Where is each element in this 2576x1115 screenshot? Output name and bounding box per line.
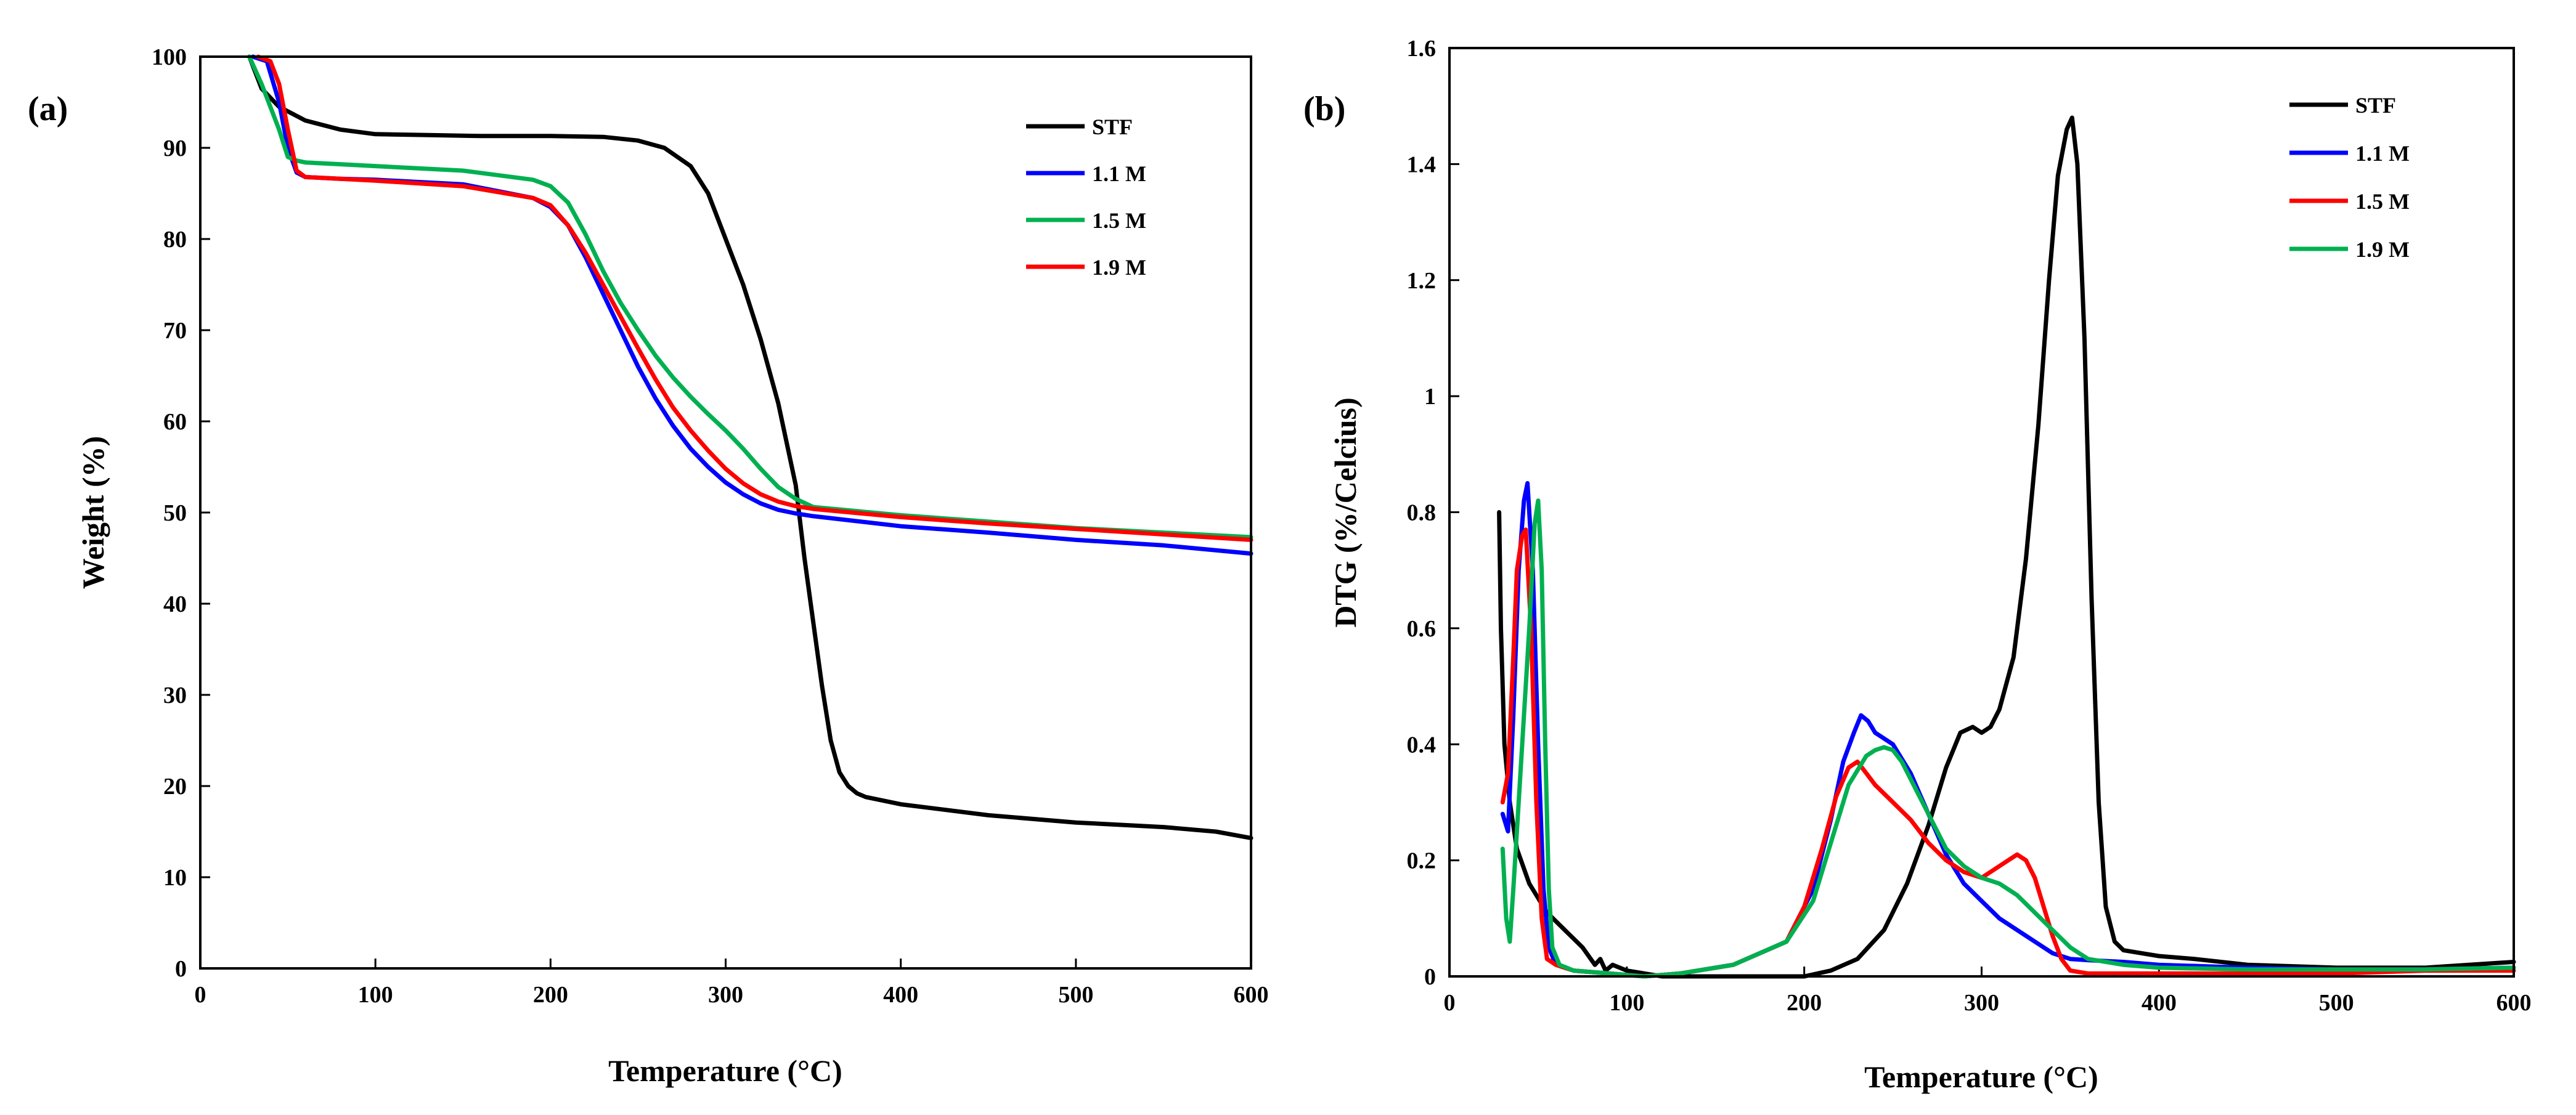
x-tick-label: 300 (708, 982, 743, 1008)
legend-label: 1.9 M (2355, 237, 2410, 262)
x-tick-label: 400 (2142, 990, 2177, 1016)
y-tick-label: 0.6 (1407, 616, 1437, 642)
series-line-1-5-m (1500, 527, 2516, 979)
legend-label: 1.9 M (1092, 255, 1146, 280)
y-tick-label: 50 (163, 500, 187, 526)
x-tick-label: 200 (1787, 990, 1822, 1016)
y-tick-label: 100 (152, 44, 187, 70)
x-tick-label: 0 (1444, 990, 1456, 1016)
y-tick-label: 1.6 (1407, 36, 1437, 62)
y-tick-label: 20 (163, 774, 187, 800)
series-line-1-1-m (1500, 480, 2516, 979)
legend-label: 1.5 M (1092, 208, 1146, 233)
y-axis-label-a: Weight (%) (76, 436, 110, 590)
chart-panel-a: (a) 0 100 200 300 400 500 600 0 10 20 30 40 50 60 70 80… (28, 44, 1269, 1088)
plot-frame-a (199, 55, 1252, 970)
legend-label: 1.5 M (2355, 189, 2410, 214)
y-tick-label: 0.2 (1407, 848, 1437, 874)
x-tick-label: 200 (533, 982, 568, 1008)
chart-panel-b: (b) 0 100 200 300 400 500 600 0 0.2 0.4 0.6 0.8 1 1.2… (1303, 36, 2532, 1094)
x-tick-label: 600 (2497, 990, 2532, 1016)
legend-label: STF (2355, 93, 2396, 118)
y-tick-label: 70 (163, 318, 187, 344)
x-tick-label: 500 (2319, 990, 2354, 1016)
panel-label-b: (b) (1303, 90, 1345, 128)
plot-frame-b (1448, 47, 2515, 978)
legend-label: 1.1 M (1092, 161, 1146, 186)
legend-label: 1.1 M (2355, 141, 2410, 166)
x-tick-label: 100 (358, 982, 393, 1008)
y-tick-label: 1.4 (1407, 152, 1437, 177)
y-tick-label: 0 (1424, 964, 1436, 990)
x-tick-label: 100 (1609, 990, 1644, 1016)
x-tick-label: 0 (195, 982, 206, 1008)
y-tick-label: 40 (163, 591, 187, 617)
legend-label: STF (1092, 115, 1133, 139)
y-axis-label-b: DTG (%/Celcius) (1328, 397, 1363, 628)
y-tick-label: 10 (163, 865, 187, 891)
y-tick-label: 1 (1424, 384, 1436, 410)
y-tick-label: 0 (175, 956, 187, 982)
y-tick-label: 60 (163, 409, 187, 435)
x-axis-label-b: Temperature (°C) (1864, 1060, 2098, 1094)
y-tick-label: 1.2 (1407, 268, 1437, 294)
y-tick-label: 90 (163, 136, 187, 161)
x-tick-label: 600 (1234, 982, 1269, 1008)
series-line-stf (247, 54, 1253, 840)
y-tick-label: 0.4 (1407, 732, 1437, 758)
series-line-1-9-m (1500, 498, 2516, 979)
x-axis-label-a: Temperature (°C) (608, 1053, 842, 1088)
y-tick-label: 80 (163, 227, 187, 253)
series-line-1-9-m (256, 54, 1253, 542)
panel-label-a: (a) (28, 90, 68, 128)
y-tick-label: 30 (163, 683, 187, 708)
y-tick-label: 0.8 (1407, 500, 1437, 526)
x-tick-label: 400 (883, 982, 918, 1008)
series-line-stf (1497, 115, 2516, 979)
x-tick-label: 500 (1058, 982, 1093, 1008)
x-tick-label: 300 (1964, 990, 1999, 1016)
